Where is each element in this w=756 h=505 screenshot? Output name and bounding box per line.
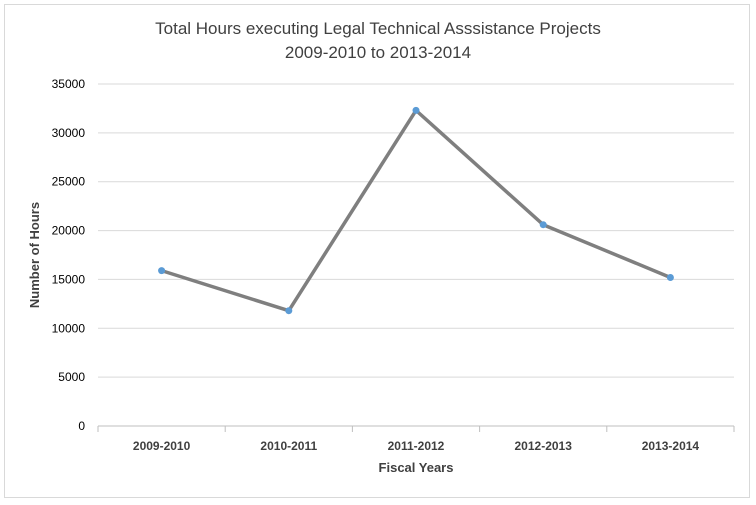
y-tick-label: 20000 xyxy=(52,224,86,238)
series-line xyxy=(161,108,672,313)
chart-subtitle: 2009-2010 to 2013-2014 xyxy=(284,43,472,62)
x-tick-label: 2011-2012 xyxy=(388,439,445,453)
y-tick-label: 10000 xyxy=(52,321,86,335)
x-tick-label: 2010-2011 xyxy=(260,439,317,453)
x-tick-label: 2013-2014 xyxy=(642,439,700,453)
y-tick-label: 15000 xyxy=(52,272,86,286)
y-axis-title: Number of Hours xyxy=(27,202,42,308)
x-axis-title: Fiscal Years xyxy=(379,460,454,475)
gridlines xyxy=(98,83,734,378)
x-axis: 2009-2010 2010-2011 2011-2012 2012-2013 2013… xyxy=(97,425,735,453)
y-tick-label: 0 xyxy=(78,419,85,433)
chart-frame xyxy=(4,4,750,498)
y-axis-ticks: 0 5000 10000 15000 20000 25000 30000 35000 xyxy=(52,77,86,433)
chart-title: Total Hours executing Legal Technical As… xyxy=(155,19,601,38)
series-line xyxy=(161,108,672,313)
data-point xyxy=(539,221,547,229)
data-point xyxy=(158,267,166,275)
y-tick-label: 30000 xyxy=(52,126,86,140)
series-markers xyxy=(158,106,674,315)
data-point xyxy=(666,273,674,281)
y-tick-label: 25000 xyxy=(52,175,86,189)
x-tick-label: 2012-2013 xyxy=(515,439,573,453)
y-tick-label: 35000 xyxy=(52,77,86,91)
y-tick-label: 5000 xyxy=(58,370,85,384)
x-tick-label: 2009-2010 xyxy=(133,439,191,453)
data-point xyxy=(285,307,293,315)
data-point xyxy=(412,106,420,114)
